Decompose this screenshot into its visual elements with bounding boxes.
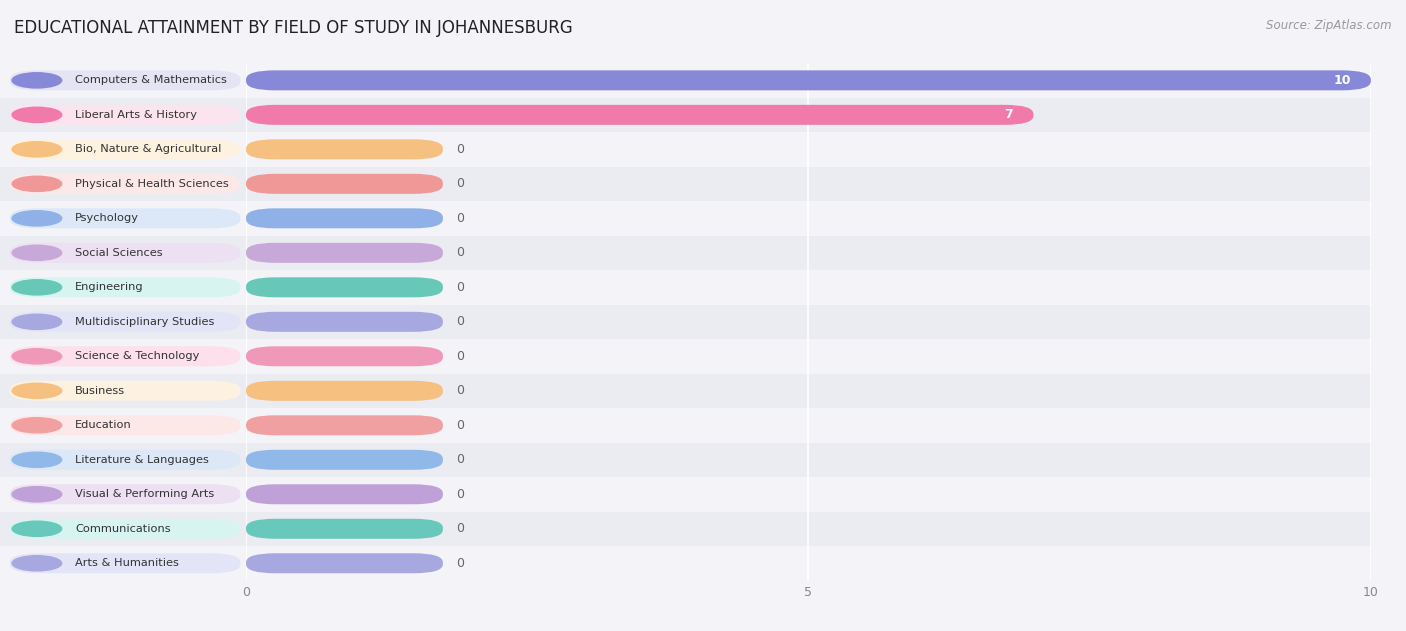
Circle shape — [13, 211, 62, 226]
FancyBboxPatch shape — [10, 553, 240, 574]
Text: 0: 0 — [457, 419, 464, 432]
FancyBboxPatch shape — [246, 208, 443, 228]
FancyBboxPatch shape — [0, 270, 1371, 305]
Text: Liberal Arts & History: Liberal Arts & History — [75, 110, 197, 120]
FancyBboxPatch shape — [0, 98, 1371, 132]
Text: 0: 0 — [457, 488, 464, 501]
FancyBboxPatch shape — [10, 139, 240, 160]
FancyBboxPatch shape — [10, 312, 240, 332]
Text: 0: 0 — [457, 522, 464, 535]
FancyBboxPatch shape — [246, 346, 443, 367]
Text: Communications: Communications — [75, 524, 170, 534]
FancyBboxPatch shape — [10, 450, 240, 470]
Text: 0: 0 — [457, 281, 464, 294]
FancyBboxPatch shape — [0, 339, 1371, 374]
FancyBboxPatch shape — [246, 70, 1371, 90]
FancyBboxPatch shape — [246, 415, 443, 435]
FancyBboxPatch shape — [0, 477, 1371, 512]
Text: 0: 0 — [457, 212, 464, 225]
FancyBboxPatch shape — [0, 305, 1371, 339]
Text: 0: 0 — [457, 384, 464, 398]
Circle shape — [13, 280, 62, 295]
FancyBboxPatch shape — [10, 70, 240, 90]
FancyBboxPatch shape — [246, 277, 443, 297]
Circle shape — [13, 73, 62, 88]
Text: EDUCATIONAL ATTAINMENT BY FIELD OF STUDY IN JOHANNESBURG: EDUCATIONAL ATTAINMENT BY FIELD OF STUDY… — [14, 19, 572, 37]
FancyBboxPatch shape — [246, 139, 443, 160]
Circle shape — [13, 521, 62, 536]
Text: Computers & Mathematics: Computers & Mathematics — [75, 75, 226, 85]
Circle shape — [13, 418, 62, 433]
Circle shape — [13, 452, 62, 468]
FancyBboxPatch shape — [0, 442, 1371, 477]
FancyBboxPatch shape — [246, 380, 443, 401]
Text: Literature & Languages: Literature & Languages — [75, 455, 209, 465]
Circle shape — [13, 176, 62, 191]
FancyBboxPatch shape — [0, 512, 1371, 546]
Circle shape — [13, 314, 62, 329]
FancyBboxPatch shape — [246, 553, 443, 574]
FancyBboxPatch shape — [246, 243, 443, 263]
FancyBboxPatch shape — [0, 408, 1371, 442]
Text: Arts & Humanities: Arts & Humanities — [75, 558, 179, 569]
FancyBboxPatch shape — [246, 484, 443, 504]
FancyBboxPatch shape — [10, 174, 240, 194]
FancyBboxPatch shape — [10, 415, 240, 435]
FancyBboxPatch shape — [246, 174, 443, 194]
FancyBboxPatch shape — [10, 277, 240, 297]
FancyBboxPatch shape — [10, 519, 240, 539]
FancyBboxPatch shape — [246, 450, 443, 470]
Text: 0: 0 — [457, 143, 464, 156]
FancyBboxPatch shape — [246, 312, 443, 332]
Text: 7: 7 — [1004, 109, 1014, 121]
FancyBboxPatch shape — [10, 208, 240, 228]
Text: Multidisciplinary Studies: Multidisciplinary Studies — [75, 317, 215, 327]
Text: Physical & Health Sciences: Physical & Health Sciences — [75, 179, 229, 189]
Circle shape — [13, 245, 62, 261]
Text: Business: Business — [75, 386, 125, 396]
FancyBboxPatch shape — [0, 201, 1371, 235]
Text: Engineering: Engineering — [75, 282, 143, 292]
FancyBboxPatch shape — [246, 519, 443, 539]
FancyBboxPatch shape — [0, 546, 1371, 581]
Circle shape — [13, 107, 62, 122]
Text: Source: ZipAtlas.com: Source: ZipAtlas.com — [1267, 19, 1392, 32]
FancyBboxPatch shape — [0, 132, 1371, 167]
Text: Bio, Nature & Agricultural: Bio, Nature & Agricultural — [75, 144, 222, 155]
Circle shape — [13, 383, 62, 398]
Text: 0: 0 — [457, 350, 464, 363]
Text: 0: 0 — [457, 246, 464, 259]
FancyBboxPatch shape — [10, 484, 240, 504]
Text: Science & Technology: Science & Technology — [75, 351, 200, 362]
Text: Visual & Performing Arts: Visual & Performing Arts — [75, 489, 215, 499]
Circle shape — [13, 556, 62, 571]
FancyBboxPatch shape — [10, 105, 240, 125]
FancyBboxPatch shape — [10, 380, 240, 401]
FancyBboxPatch shape — [0, 374, 1371, 408]
Text: 0: 0 — [457, 453, 464, 466]
Text: 0: 0 — [457, 177, 464, 191]
Circle shape — [13, 487, 62, 502]
FancyBboxPatch shape — [0, 167, 1371, 201]
Text: 10: 10 — [1333, 74, 1351, 87]
Circle shape — [13, 142, 62, 157]
FancyBboxPatch shape — [246, 105, 1033, 125]
FancyBboxPatch shape — [10, 346, 240, 367]
FancyBboxPatch shape — [0, 63, 1371, 98]
Text: Education: Education — [75, 420, 132, 430]
Text: Social Sciences: Social Sciences — [75, 248, 163, 258]
Text: 0: 0 — [457, 316, 464, 328]
FancyBboxPatch shape — [10, 243, 240, 263]
Text: Psychology: Psychology — [75, 213, 139, 223]
FancyBboxPatch shape — [0, 235, 1371, 270]
Circle shape — [13, 349, 62, 364]
Text: 0: 0 — [457, 557, 464, 570]
